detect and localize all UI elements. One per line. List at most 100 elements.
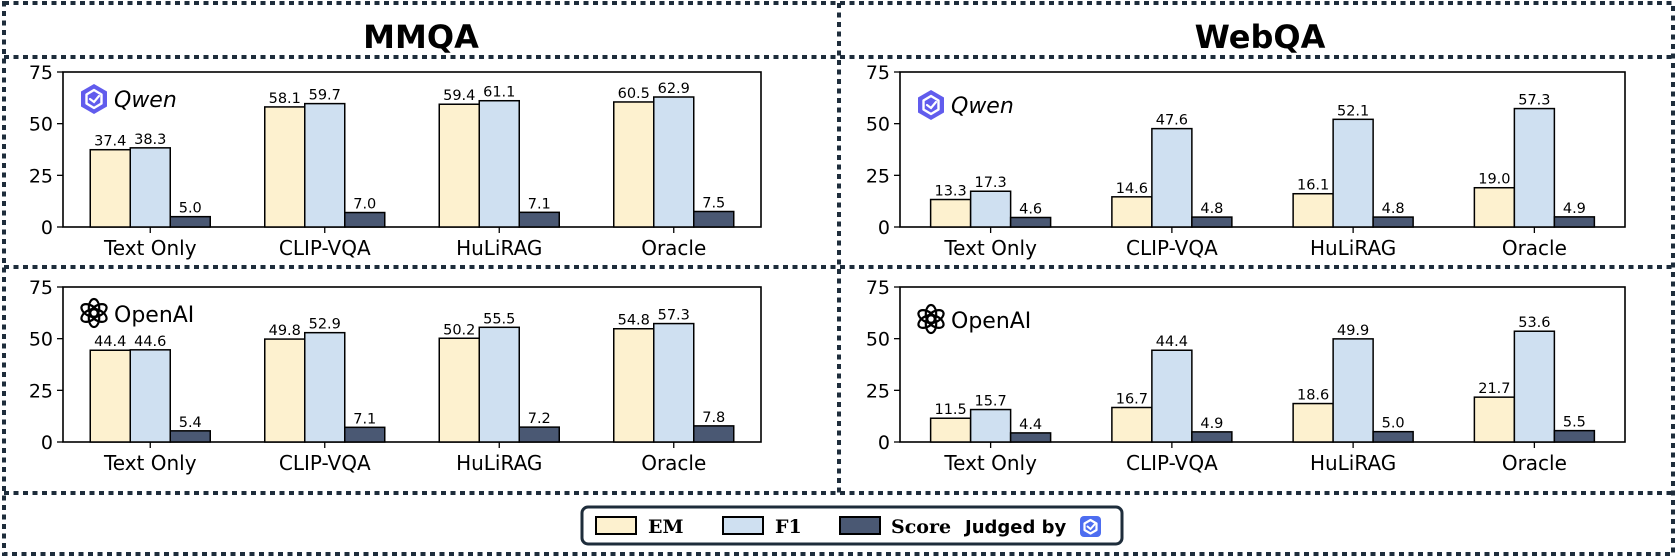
x-tick-label-text-only: Text Only [943, 236, 1037, 260]
openai-logo-icon [80, 297, 108, 329]
bar-f1-text-only [969, 408, 1012, 443]
x-tick-label-oracle: Oracle [1502, 236, 1567, 260]
value-label-em-oracle: 21.7 [1478, 381, 1510, 397]
bar-score-hulirag [518, 211, 560, 228]
legend-label-em: EM [648, 516, 684, 538]
value-label-f1-text-only: 38.3 [134, 132, 166, 148]
bar-f1-text-only [129, 147, 171, 228]
legend-swatch-em [595, 516, 637, 535]
x-tick-label-clip-vqa: CLIP-VQA [279, 451, 371, 475]
bar-score-text-only [169, 430, 211, 443]
y-tick-label: 50 [29, 329, 53, 351]
value-label-f1-clip-vqa: 44.4 [1156, 334, 1188, 350]
x-tick-label-text-only: Text Only [103, 236, 197, 260]
value-label-f1-oracle: 53.6 [1518, 315, 1550, 331]
bar-em-text-only [929, 417, 972, 443]
bar-em-clip-vqa [264, 106, 306, 228]
bar-f1-hulirag [478, 326, 520, 443]
bar-score-text-only [169, 215, 211, 228]
value-label-score-clip-vqa: 4.9 [1200, 416, 1223, 432]
x-tick-label-clip-vqa: CLIP-VQA [1126, 236, 1218, 260]
y-tick-label: 75 [29, 62, 53, 84]
value-label-score-text-only: 4.6 [1019, 201, 1042, 217]
value-label-score-hulirag: 5.0 [1382, 416, 1405, 432]
x-tick-label-hulirag: HuLiRAG [456, 451, 542, 475]
y-tick-label: 75 [866, 277, 890, 299]
plot-area-frame [899, 71, 1626, 228]
bar-score-clip-vqa [1191, 431, 1233, 443]
x-tick-label-oracle: Oracle [641, 451, 706, 475]
value-label-em-hulirag: 16.1 [1297, 178, 1329, 194]
y-tick-label: 25 [29, 380, 53, 402]
bar-em-clip-vqa [1111, 406, 1153, 443]
value-label-f1-oracle: 57.3 [658, 308, 690, 324]
bar-em-clip-vqa [1111, 196, 1153, 228]
value-label-score-text-only: 5.4 [179, 415, 202, 431]
value-label-score-clip-vqa: 7.1 [353, 411, 376, 427]
value-label-em-clip-vqa: 16.7 [1116, 391, 1148, 407]
bar-score-text-only [1009, 432, 1052, 443]
bar-em-text-only [89, 349, 131, 443]
bar-f1-hulirag [1332, 118, 1374, 228]
value-label-f1-oracle: 57.3 [1518, 93, 1550, 109]
bar-f1-clip-vqa [304, 331, 346, 443]
bar-score-clip-vqa [344, 211, 386, 228]
bar-score-text-only [1009, 216, 1052, 228]
x-tick-label-clip-vqa: CLIP-VQA [279, 236, 371, 260]
bar-em-hulirag [1292, 192, 1334, 228]
y-tick-label: 0 [41, 432, 53, 454]
value-label-em-clip-vqa: 49.8 [269, 323, 301, 339]
y-tick-label: 50 [866, 329, 890, 351]
legend-label-score: Score [891, 516, 951, 538]
x-tick-label-hulirag: HuLiRAG [1310, 451, 1396, 475]
value-label-em-oracle: 54.8 [618, 313, 650, 329]
value-label-score-text-only: 4.4 [1019, 417, 1042, 433]
y-tick-label: 25 [866, 165, 890, 187]
x-tick-label-oracle: Oracle [1502, 451, 1567, 475]
bar-f1-oracle [1513, 107, 1556, 228]
bar-score-clip-vqa [344, 426, 386, 443]
value-label-f1-hulirag: 55.5 [483, 311, 515, 327]
value-label-em-text-only: 13.3 [934, 184, 966, 200]
value-label-f1-hulirag: 52.1 [1337, 103, 1369, 119]
value-label-f1-text-only: 15.7 [974, 394, 1006, 410]
value-label-f1-clip-vqa: 59.7 [309, 88, 341, 104]
chart-mmqa-qwen: 0 25 50 75 Text Only 37.4 38.3 5.0 CLIP-VQA 58.1 5… [29, 62, 762, 260]
plot-area-frame [62, 71, 762, 228]
plot-area-frame [899, 286, 1626, 443]
bar-f1-clip-vqa [1151, 127, 1193, 228]
plot-area-frame [62, 286, 762, 443]
value-label-em-clip-vqa: 58.1 [269, 91, 301, 107]
value-label-em-oracle: 60.5 [618, 86, 650, 102]
bar-score-hulirag [1372, 430, 1414, 443]
bar-f1-text-only [129, 349, 171, 443]
y-tick-label: 0 [41, 217, 53, 239]
bar-f1-oracle [653, 322, 695, 443]
bar-f1-hulirag [478, 99, 520, 228]
value-label-f1-oracle: 62.9 [658, 81, 690, 97]
bar-em-text-only [89, 148, 131, 228]
bar-em-oracle [1473, 186, 1516, 228]
x-tick-label-oracle: Oracle [641, 236, 706, 260]
value-label-f1-text-only: 17.3 [974, 175, 1006, 191]
bar-f1-oracle [1513, 330, 1556, 443]
value-label-score-hulirag: 7.1 [528, 196, 551, 212]
judged-by-label: Judged by [963, 517, 1067, 538]
bar-score-hulirag [518, 426, 560, 443]
value-label-score-clip-vqa: 4.8 [1200, 201, 1223, 217]
y-tick-label: 25 [866, 380, 890, 402]
chart-webqa-qwen: 0 25 50 75 Text Only 13.3 17.3 4.6 CLIP-VQA 14.6 4… [866, 62, 1626, 260]
legend-swatch-f1 [722, 516, 764, 535]
chart-webqa-openai: 0 25 50 75 Text Only 11.5 15.7 4.4 CLIP-VQA 16.7 4… [866, 277, 1626, 475]
value-label-score-hulirag: 4.8 [1382, 201, 1405, 217]
bar-score-clip-vqa [1191, 216, 1233, 228]
value-label-em-clip-vqa: 14.6 [1116, 181, 1148, 197]
bar-score-oracle [1553, 216, 1596, 228]
value-label-score-oracle: 7.5 [702, 196, 725, 212]
bar-em-text-only [929, 198, 972, 228]
legend: EM F1 Score Judged by [580, 505, 1124, 546]
x-tick-label-text-only: Text Only [943, 451, 1037, 475]
x-tick-label-hulirag: HuLiRAG [456, 236, 542, 260]
column-title-webqa: WebQA [1195, 18, 1326, 56]
